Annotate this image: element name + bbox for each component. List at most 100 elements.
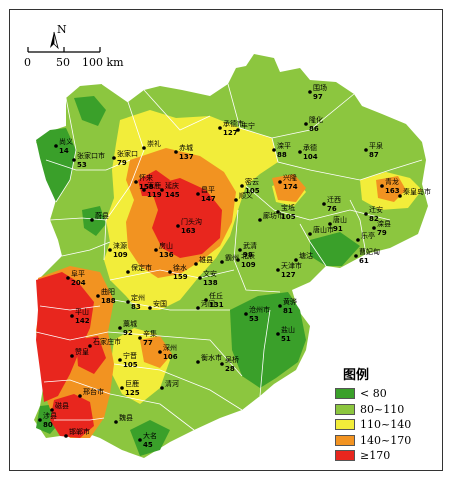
station-name: 天津市 [281, 261, 302, 270]
station-dot [276, 268, 280, 272]
station-name: 保定市 [131, 263, 152, 272]
station-value: 51 [281, 335, 291, 343]
station-value: 159 [173, 273, 188, 281]
legend-label: 110~140 [360, 418, 412, 432]
precipitation-map: 围场97承德市127丰宁隆化86滦平88承德104平泉87尚义14张家口市53张… [27, 31, 431, 458]
station-name: 沧州市 [249, 305, 270, 314]
station-name: 宝坻 [281, 203, 295, 212]
station-dot [380, 184, 384, 188]
station-marker: 保定市 [126, 263, 152, 274]
station-value: 53 [249, 315, 259, 323]
station-name: 石家庄市 [93, 337, 121, 346]
station-name: 迁西 [327, 195, 341, 204]
station-name: 大名 [143, 431, 157, 440]
station-name: 乐亭 [361, 231, 375, 240]
station-name: 辛集 [143, 329, 157, 338]
station-value: 98 [243, 251, 253, 259]
station-name: 昌平 [201, 186, 215, 194]
station-value: 174 [283, 183, 298, 191]
station-dot [220, 260, 224, 264]
station-name: 平山 [75, 307, 89, 316]
station-dot [70, 314, 74, 318]
station-name: 吴桥 [225, 355, 239, 364]
legend-title: 图例 [343, 368, 370, 383]
station-dot [120, 386, 124, 390]
station-name: 丰宁 [241, 121, 255, 130]
station-dot [204, 298, 208, 302]
station-name: 衡水市 [201, 353, 222, 362]
station-dot [196, 360, 200, 364]
station-name: 魏县 [119, 413, 133, 422]
station-name: 张家口 [117, 149, 138, 158]
station-name: 滦平 [277, 141, 291, 150]
station-dot [218, 126, 222, 130]
station-dot [278, 180, 282, 184]
station-dot [118, 358, 122, 362]
station-dot [298, 150, 302, 154]
station-name: 曲阳 [101, 287, 115, 296]
station-value: 158 [139, 183, 154, 191]
station-name: 雄县 [199, 255, 213, 264]
station-name: 张家口市 [77, 151, 105, 160]
station-dot [364, 212, 368, 216]
station-name: 青龙 [385, 177, 399, 186]
station-value: 137 [179, 153, 194, 161]
station-dot [114, 420, 118, 424]
station-value: 86 [309, 125, 319, 133]
station-marker: 崇礼 [142, 139, 161, 150]
station-dot [142, 188, 146, 192]
region-dark-green-west [82, 206, 106, 236]
station-value: 136 [159, 251, 174, 259]
station-value: 77 [143, 339, 153, 347]
station-name: 邢台市 [83, 387, 104, 396]
station-dot [196, 192, 200, 196]
station-dot [126, 270, 130, 274]
station-dot [238, 248, 242, 252]
station-name: 唐山市 [313, 225, 334, 234]
station-dot [364, 148, 368, 152]
station-dot [90, 218, 94, 222]
region-dark-green-se [230, 292, 306, 388]
region-red-sw3 [76, 336, 106, 374]
station-dot [308, 90, 312, 94]
station-name: 河间 [201, 300, 215, 308]
station-name: 怀来 [139, 173, 153, 182]
station-marker: 石家庄市 [88, 337, 121, 348]
legend-item: < 80 [335, 386, 440, 402]
station-dot [356, 238, 360, 242]
station-dot [294, 258, 298, 262]
stations-layer: 围场97承德市127丰宁隆化86滦平88承德104平泉87尚义14张家口市53张… [38, 83, 431, 449]
station-dot [66, 276, 70, 280]
station-dot [198, 276, 202, 280]
station-dot [276, 210, 280, 214]
legend-label: 140~170 [360, 433, 412, 447]
station-name: 蔚县 [95, 211, 109, 220]
station-value: 88 [277, 151, 287, 159]
station-name: 隆化 [309, 115, 323, 124]
station-value: 82 [369, 215, 379, 223]
region-dark-green-coast [310, 232, 360, 266]
north-arrow-icon [50, 31, 59, 50]
station-value: 147 [201, 195, 216, 203]
station-value: 80 [43, 421, 53, 429]
station-dot [174, 150, 178, 154]
station-value: 204 [71, 279, 86, 287]
region-dark-green-south [130, 420, 170, 456]
station-name: 滦县 [377, 219, 391, 228]
station-marker: 廊坊市 [258, 211, 284, 222]
region-dark-green-north [74, 96, 106, 126]
station-name: 任丘 [209, 291, 223, 300]
